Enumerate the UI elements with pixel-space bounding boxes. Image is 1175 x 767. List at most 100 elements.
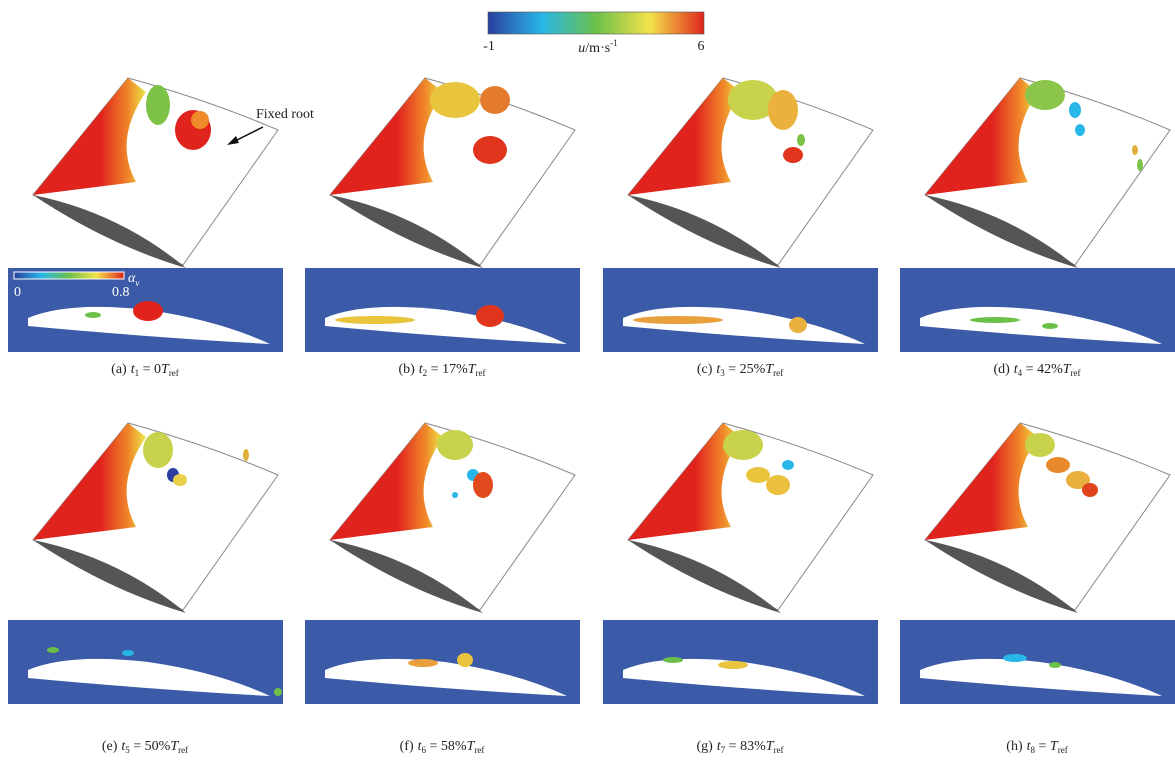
vortex-blob bbox=[746, 467, 770, 483]
caption: (a)t1 = 0Tref bbox=[111, 362, 179, 378]
section-view: 00.8αv bbox=[8, 268, 283, 352]
blade-view bbox=[628, 423, 873, 613]
vortex-blob bbox=[723, 430, 763, 460]
vortex-blob bbox=[430, 82, 480, 118]
caption-letter: (a) bbox=[111, 362, 127, 377]
unit: /m·s bbox=[585, 41, 610, 56]
figure: -1 6 u/m·s-1 Fixed root00.8αv(a)t1 = 0Tr… bbox=[0, 0, 1175, 767]
vortex-blob bbox=[473, 136, 507, 164]
caption: (b)t2 = 17%Tref bbox=[398, 362, 485, 378]
vortex-blob bbox=[1075, 124, 1085, 136]
caption: (f)t6 = 58%Tref bbox=[400, 739, 485, 755]
fraction-blob bbox=[476, 305, 504, 327]
fraction-blob bbox=[1003, 654, 1027, 662]
section-view bbox=[603, 268, 878, 352]
caption: (h)t8 = Tref bbox=[1006, 739, 1067, 755]
section-view bbox=[900, 620, 1175, 704]
fraction-blob bbox=[789, 317, 807, 333]
inset-colorbar-min: 0 bbox=[14, 285, 21, 300]
caption-letter: (d) bbox=[993, 362, 1010, 377]
vortex-blob bbox=[1137, 159, 1143, 171]
colorbar-max: 6 bbox=[698, 39, 705, 54]
blade-view bbox=[330, 78, 575, 268]
annotation: Fixed root bbox=[256, 107, 314, 122]
blade-view: Fixed root bbox=[33, 78, 314, 268]
fraction-blob bbox=[335, 316, 415, 324]
vortex-blob bbox=[243, 449, 249, 461]
caption-ref: ref bbox=[474, 745, 484, 755]
caption-ref: ref bbox=[774, 745, 784, 755]
caption: (g)t7 = 83%Tref bbox=[696, 739, 783, 755]
section-view bbox=[8, 620, 283, 704]
caption-letter: (b) bbox=[398, 362, 415, 377]
vortex-blob bbox=[783, 147, 803, 163]
vortex-blob bbox=[1046, 457, 1070, 473]
vortex-blob bbox=[173, 474, 187, 486]
exp: -1 bbox=[610, 38, 618, 48]
vortex-blob bbox=[191, 111, 209, 129]
blade-view bbox=[925, 423, 1170, 613]
fraction-blob bbox=[718, 661, 748, 669]
caption-ref: ref bbox=[773, 368, 783, 378]
caption-eq: = 50% bbox=[130, 739, 171, 754]
vortex-blob bbox=[766, 475, 790, 495]
fraction-blob bbox=[663, 657, 683, 663]
caption-letter: (f) bbox=[400, 739, 414, 754]
vortex-blob bbox=[797, 134, 805, 146]
fraction-blob bbox=[457, 653, 473, 667]
var: u bbox=[578, 41, 585, 56]
blade-view bbox=[628, 78, 873, 268]
caption-eq: = 17% bbox=[427, 362, 468, 377]
caption-ref: ref bbox=[1071, 368, 1081, 378]
caption-eq: = 83% bbox=[725, 739, 766, 754]
vortex-blob bbox=[768, 90, 798, 130]
section-view bbox=[305, 268, 580, 352]
caption-eq: = bbox=[1035, 739, 1050, 754]
fraction-blob bbox=[85, 312, 101, 318]
colorbar bbox=[488, 12, 704, 34]
section-view bbox=[603, 620, 878, 704]
vortex-blob bbox=[1132, 145, 1138, 155]
caption-eq: = 58% bbox=[426, 739, 467, 754]
vortex-blob bbox=[480, 86, 510, 114]
blade-view bbox=[925, 78, 1170, 268]
inset-colorbar-max: 0.8 bbox=[112, 285, 130, 300]
caption-letter: (h) bbox=[1006, 739, 1023, 754]
caption-eq: = 0 bbox=[139, 362, 161, 377]
fraction-blob bbox=[274, 688, 282, 696]
caption: (c)t3 = 25%Tref bbox=[697, 362, 783, 378]
caption-letter: (e) bbox=[102, 739, 118, 754]
section-view bbox=[305, 620, 580, 704]
vortex-blob bbox=[1025, 433, 1055, 457]
sub: v bbox=[135, 278, 139, 288]
fraction-blob bbox=[1049, 662, 1061, 668]
caption-letter: (g) bbox=[696, 739, 713, 754]
vortex-blob bbox=[1025, 80, 1065, 110]
fraction-blob bbox=[408, 659, 438, 667]
fraction-blob bbox=[122, 650, 134, 656]
vortex-blob bbox=[1082, 483, 1098, 497]
vortex-blob bbox=[1069, 102, 1081, 118]
caption-ref: ref bbox=[178, 745, 188, 755]
fraction-blob bbox=[633, 316, 723, 324]
blade-view bbox=[330, 423, 575, 613]
vortex-blob bbox=[146, 85, 170, 125]
caption: (d)t4 = 42%Tref bbox=[993, 362, 1080, 378]
vortex-blob bbox=[782, 460, 794, 470]
colorbar-label: u/m·s-1 bbox=[578, 38, 617, 56]
fraction-blob bbox=[1042, 323, 1058, 329]
fraction-blob bbox=[970, 317, 1020, 323]
caption-eq: = 25% bbox=[725, 362, 766, 377]
fraction-blob bbox=[133, 301, 163, 321]
colorbar-min: -1 bbox=[483, 39, 495, 54]
caption-letter: (c) bbox=[697, 362, 713, 377]
vortex-blob bbox=[473, 472, 493, 498]
fraction-blob bbox=[47, 647, 59, 653]
caption-ref: ref bbox=[476, 368, 486, 378]
vortex-blob bbox=[143, 432, 173, 468]
vortex-blob bbox=[437, 430, 473, 460]
vortex-blob bbox=[452, 492, 458, 498]
caption: (e)t5 = 50%Tref bbox=[102, 739, 188, 755]
caption-eq: = 42% bbox=[1022, 362, 1063, 377]
section-view bbox=[900, 268, 1175, 352]
